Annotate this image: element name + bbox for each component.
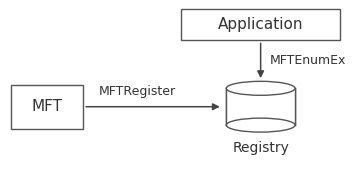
- Text: MFT: MFT: [31, 99, 63, 114]
- Text: MFTEnumEx: MFTEnumEx: [270, 54, 346, 67]
- Text: Application: Application: [218, 17, 303, 32]
- Bar: [226, 88, 295, 125]
- Ellipse shape: [226, 118, 295, 132]
- Text: MFTRegister: MFTRegister: [99, 84, 176, 98]
- Text: Registry: Registry: [232, 141, 289, 155]
- Bar: [11, 85, 83, 129]
- Ellipse shape: [226, 81, 295, 95]
- Bar: [181, 9, 340, 40]
